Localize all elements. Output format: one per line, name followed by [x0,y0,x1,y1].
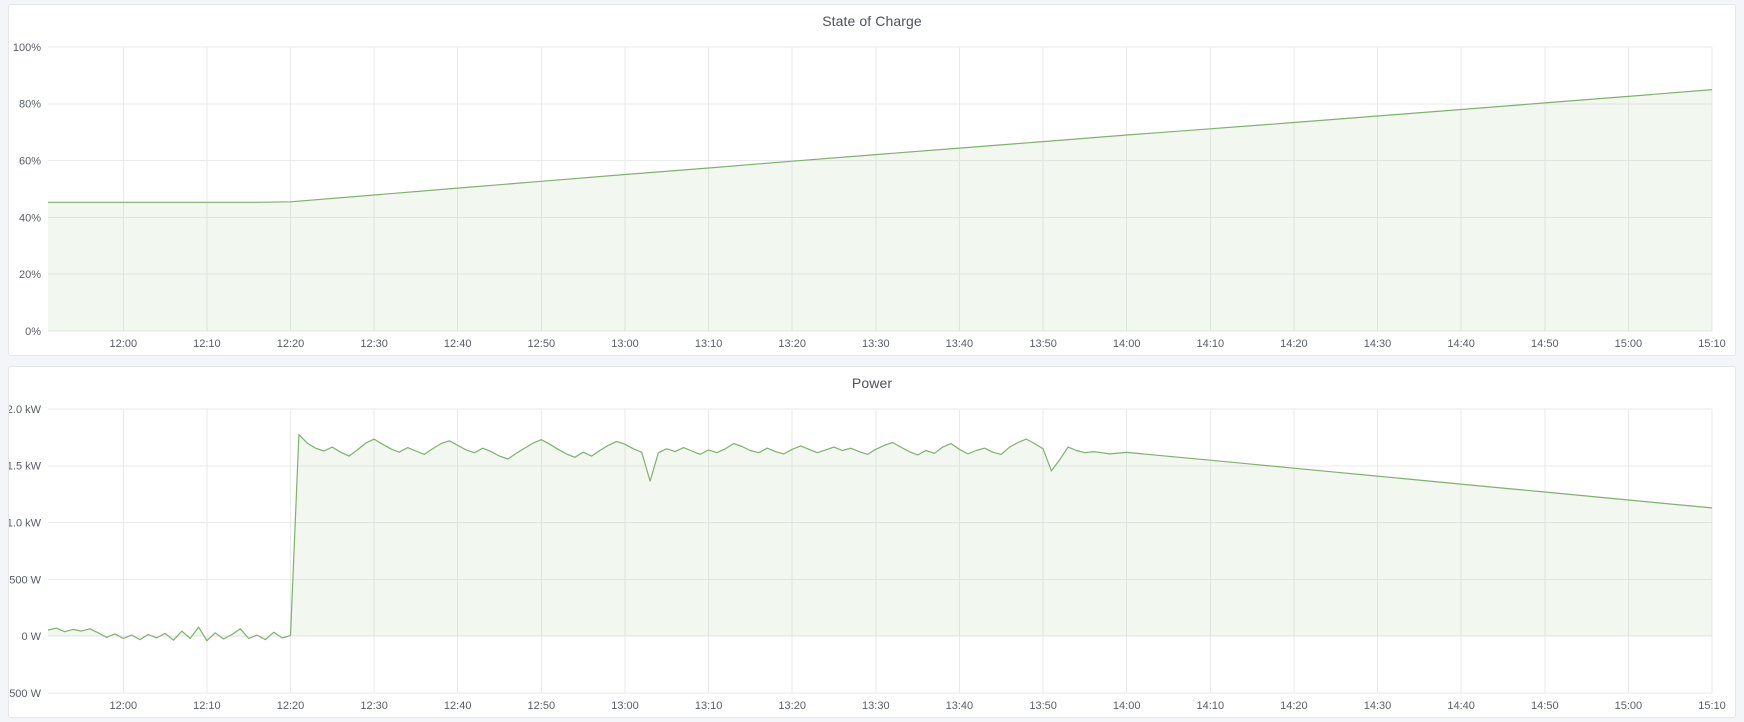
x-tick-label: 12:10 [193,338,221,350]
x-tick-label: 13:30 [862,338,890,350]
panel-state-of-charge: State of Charge 12:00 12:10 12:20 12:30 12:4… [8,4,1736,356]
y-tick-label: 100% [13,42,41,54]
x-tick-label: 12:20 [277,338,305,350]
x-tick-label: 13:30 [862,700,890,712]
x-tick-label: 13:00 [611,338,639,350]
state-of-charge-chart[interactable]: 12:00 12:10 12:20 12:30 12:40 12:50 13:00 13:10… [9,37,1735,355]
x-tick-label: 14:00 [1113,338,1141,350]
panel-power: Power 12:00 12:10 12:20 12:30 12:40 12:50 13:0… [8,366,1736,718]
x-tick-label: 15:10 [1698,338,1726,350]
y-tick-label: 500 W [9,574,41,586]
x-tick-label: 14:00 [1113,700,1141,712]
x-tick-label: 14:20 [1280,338,1308,350]
series-area-fill [48,89,1712,331]
x-tick-label: 14:40 [1447,700,1475,712]
panel-title-power[interactable]: Power [851,375,893,391]
x-tick-label: 15:10 [1698,700,1726,712]
x-tick-label: 12:40 [444,338,472,350]
y-tick-label: 40% [19,212,41,224]
y-tick-label: 0% [25,326,41,338]
x-tick-label: 12:10 [193,700,221,712]
x-tick-label: 13:00 [611,700,639,712]
x-tick-label: 12:20 [277,700,305,712]
series-line [48,89,1713,203]
x-tick-label: 13:10 [695,338,723,350]
x-tick-label: 12:30 [360,700,388,712]
x-tick-label: 12:40 [444,700,472,712]
y-tick-label: 0 W [21,631,41,643]
x-tick-label: 13:40 [946,338,974,350]
x-tick-label: 14:40 [1447,338,1475,350]
x-tick-label: 15:00 [1615,338,1643,350]
x-tick-label: 13:40 [946,700,974,712]
x-tick-label: 14:30 [1364,338,1392,350]
series-line [47,434,1713,642]
y-tick-label: 1.5 kW [9,461,42,473]
x-tick-label: 14:10 [1197,338,1225,350]
x-tick-label: 13:50 [1029,338,1057,350]
y-tick-label: -500 W [9,688,42,700]
x-tick-label: 12:00 [110,700,138,712]
x-tick-label: 14:50 [1531,700,1559,712]
x-tick-label: 14:30 [1364,700,1392,712]
y-tick-label: 80% [19,99,41,111]
y-tick-label: 2.0 kW [9,404,42,416]
panel-title-state-of-charge[interactable]: State of Charge [822,13,922,29]
x-tick-label: 14:50 [1531,338,1559,350]
x-tick-label: 14:10 [1197,700,1225,712]
power-chart[interactable]: 12:00 12:10 12:20 12:30 12:40 12:50 13:00 13:10… [9,399,1735,717]
x-tick-label: 15:00 [1615,700,1643,712]
x-tick-label: 14:20 [1280,700,1308,712]
x-tick-label: 13:20 [778,700,806,712]
y-tick-label: 60% [19,155,41,167]
y-tick-label: 1.0 kW [9,517,42,529]
x-tick-label: 13:20 [778,338,806,350]
x-tick-label: 12:00 [110,338,138,350]
y-tick-label: 20% [19,269,41,281]
x-tick-label: 13:10 [695,700,723,712]
x-tick-label: 12:50 [528,700,556,712]
x-tick-label: 12:50 [528,338,556,350]
x-tick-label: 12:30 [360,338,388,350]
series-area-fill [48,434,1712,641]
x-tick-label: 13:50 [1029,700,1057,712]
